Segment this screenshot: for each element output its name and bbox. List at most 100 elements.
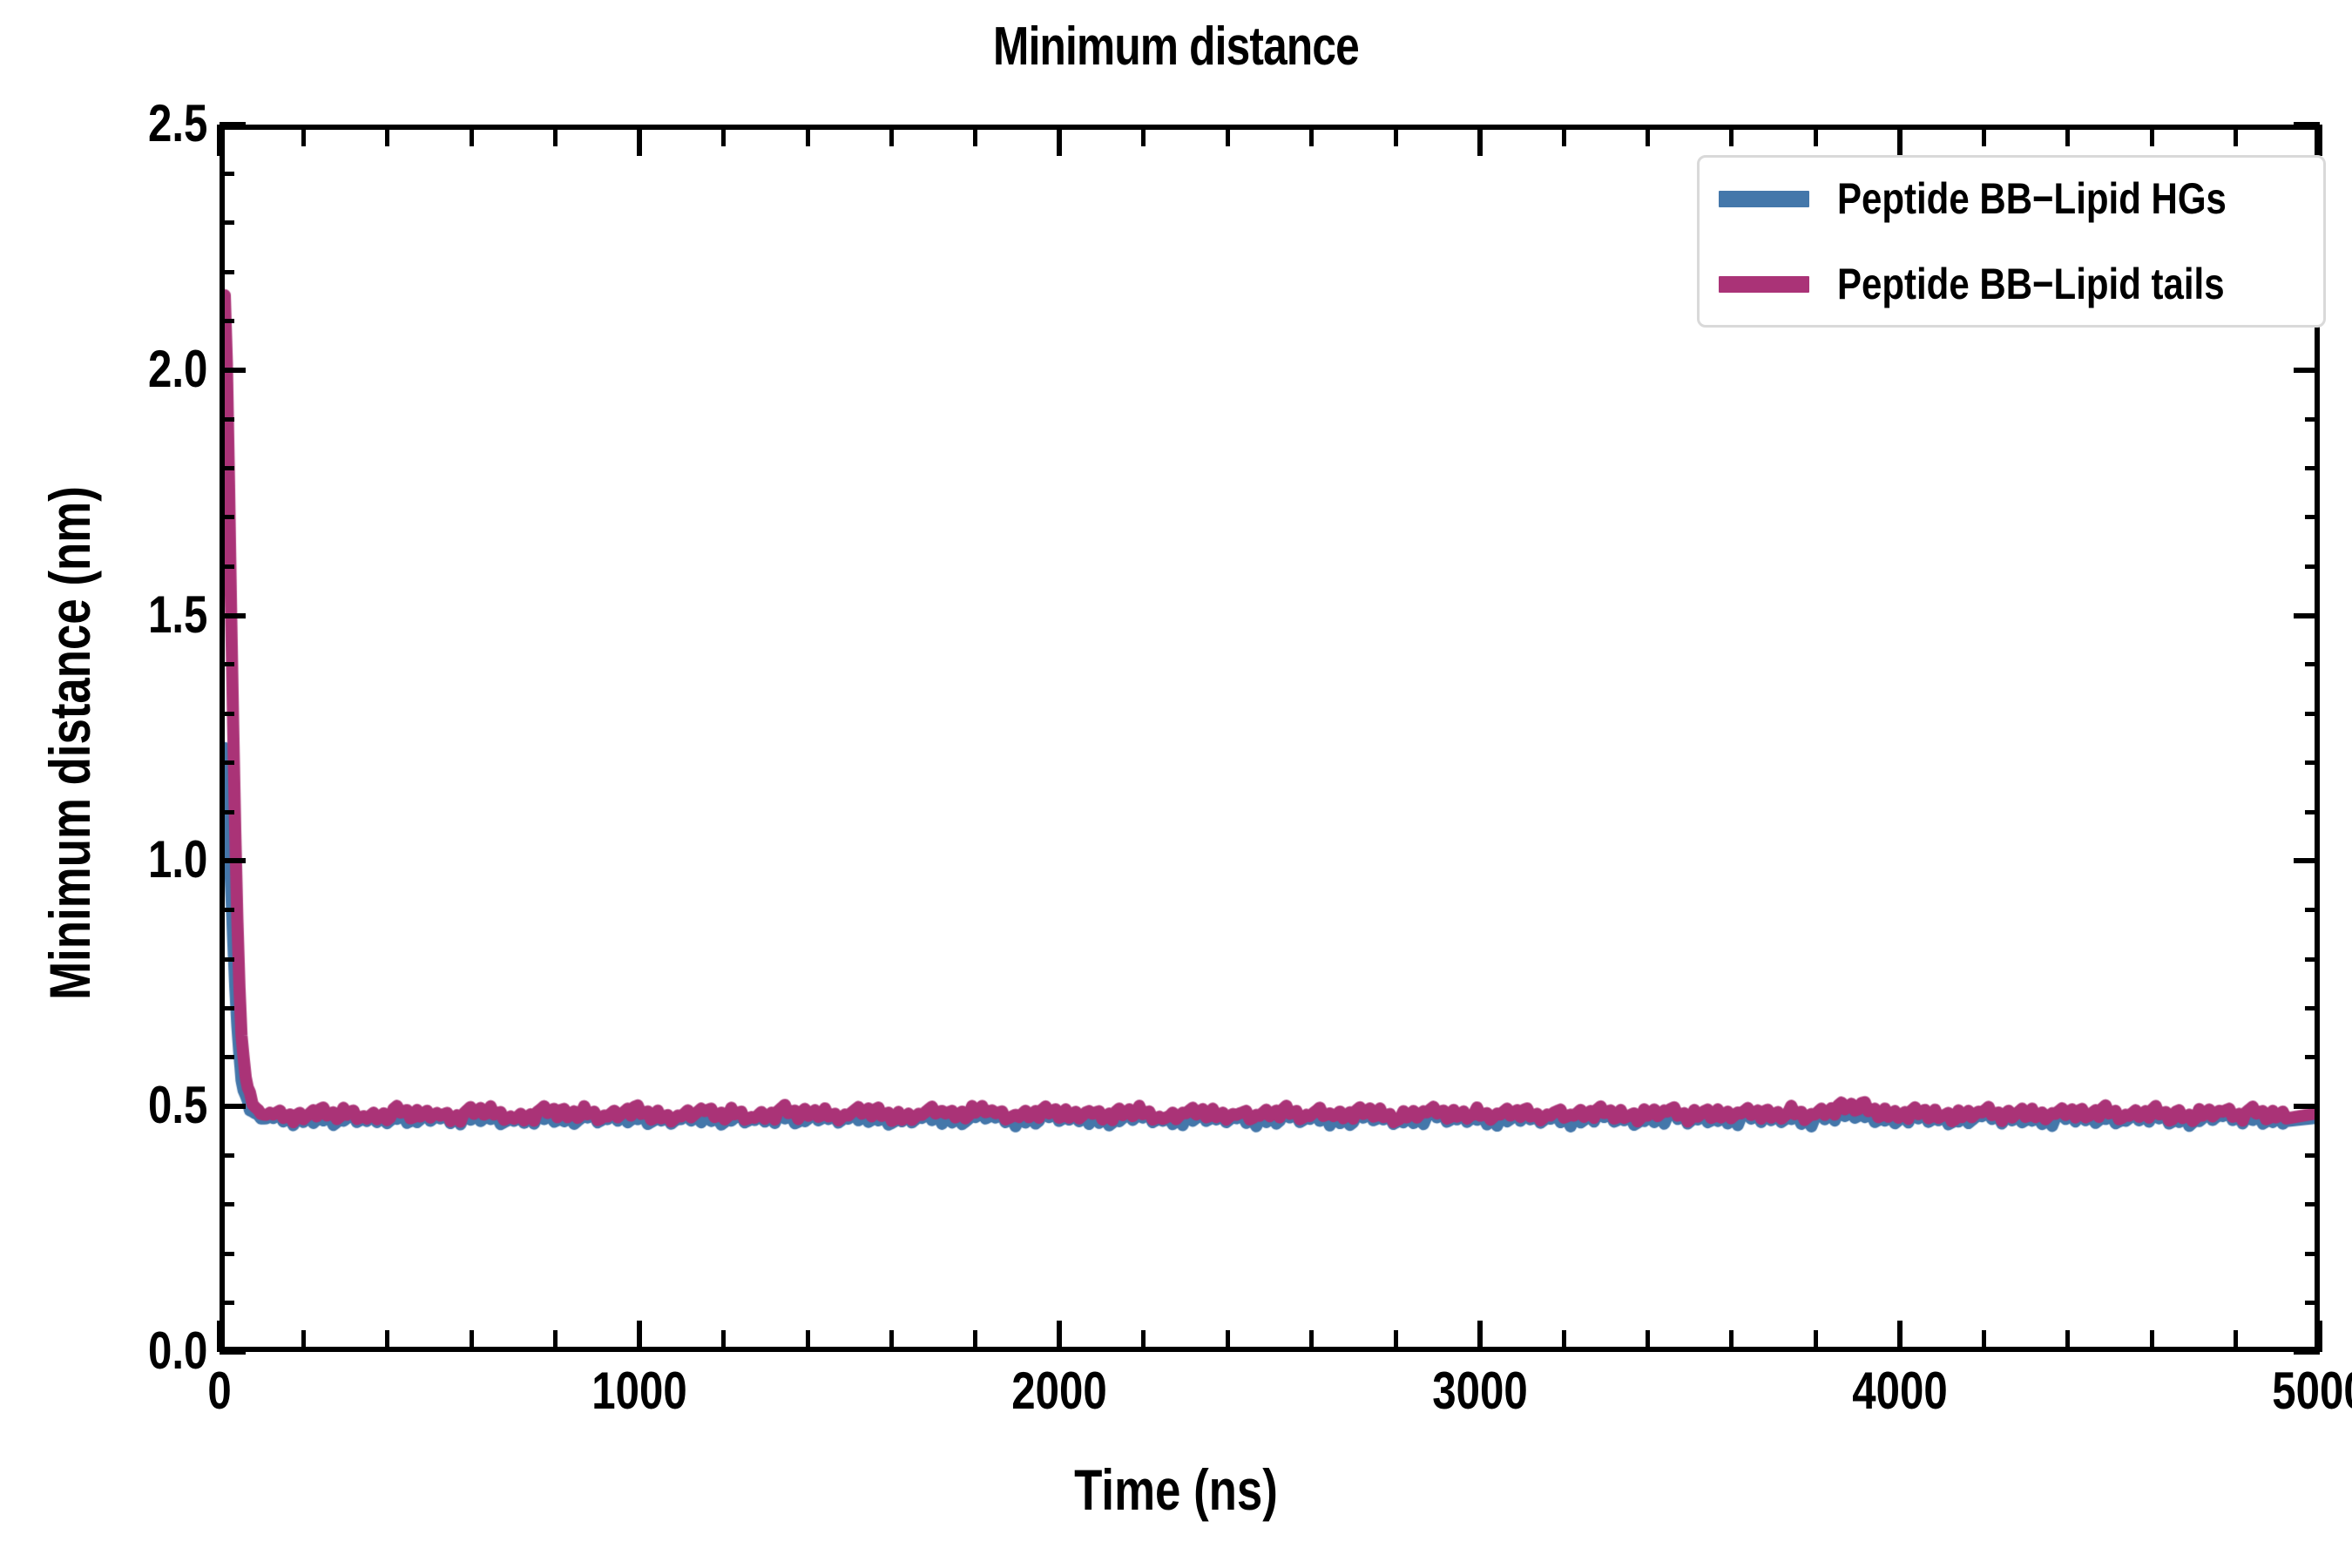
x-axis-minor-tick-top (1981, 125, 1986, 146)
y-axis-minor-tick (220, 220, 234, 226)
y-axis-minor-tick-right (2305, 1055, 2320, 1060)
y-axis-major-tick (220, 612, 246, 618)
y-axis-major-tick-right (2294, 1349, 2320, 1355)
chart-legend[interactable]: Peptide BB−Lipid HGs Peptide BB−Lipid tai… (1697, 155, 2327, 328)
x-axis-minor-tick-top (2149, 125, 2154, 146)
x-axis-minor-tick (385, 1330, 390, 1352)
x-axis-minor-tick-top (1225, 125, 1230, 146)
x-tick-label: 4000 (1852, 1362, 1948, 1420)
x-axis-minor-tick (1813, 1330, 1818, 1352)
x-axis-minor-tick (553, 1330, 558, 1352)
x-axis-minor-tick-top (2234, 125, 2239, 146)
x-axis-major-tick (637, 1321, 643, 1352)
x-tick-label: 1000 (591, 1362, 687, 1420)
x-axis-minor-tick-top (1729, 125, 1734, 146)
y-axis-minor-tick (220, 1153, 234, 1159)
y-axis-minor-tick (220, 908, 234, 913)
y-axis-major-tick-right (2294, 612, 2320, 618)
line-chart-canvas (225, 130, 2315, 1347)
y-axis-minor-tick (220, 515, 234, 520)
y-axis-minor-tick (220, 1005, 234, 1010)
page-title: Minimum distance (993, 17, 1360, 77)
x-axis-minor-tick-top (1561, 125, 1566, 146)
y-axis-minor-tick (220, 466, 234, 471)
legend-color-swatch (1719, 190, 1809, 207)
x-axis-major-tick-top (1057, 125, 1063, 156)
x-axis-minor-tick-top (385, 125, 390, 146)
y-axis-minor-tick-right (2305, 1153, 2320, 1159)
x-axis-minor-tick (1729, 1330, 1734, 1352)
x-axis-minor-tick (973, 1330, 978, 1352)
x-axis-minor-tick (2234, 1330, 2239, 1352)
x-axis-minor-tick (1981, 1330, 1986, 1352)
x-axis-minor-tick-top (2065, 125, 2071, 146)
x-tick-label: 0 (207, 1362, 232, 1420)
x-axis-minor-tick-top (1645, 125, 1650, 146)
x-axis-major-tick-top (1896, 125, 1903, 156)
y-axis-minor-tick-right (2305, 1301, 2320, 1306)
x-axis-minor-tick-top (973, 125, 978, 146)
y-tick-label: 0.5 (147, 1076, 207, 1135)
x-axis-major-tick (2317, 1321, 2322, 1352)
y-axis-minor-tick (220, 662, 234, 667)
y-axis-minor-tick (220, 809, 234, 814)
x-axis-minor-tick (805, 1330, 810, 1352)
x-axis-major-tick (1057, 1321, 1063, 1352)
x-axis-minor-tick-top (889, 125, 895, 146)
y-axis-minor-tick-right (2305, 908, 2320, 913)
y-axis-minor-tick (220, 760, 234, 766)
y-axis-minor-tick (220, 269, 234, 274)
x-axis-minor-tick (1141, 1330, 1146, 1352)
y-axis-minor-tick (220, 318, 234, 323)
x-axis-minor-tick (2065, 1330, 2071, 1352)
legend-entry[interactable]: Peptide BB−Lipid HGs (1719, 177, 2301, 220)
y-axis-minor-tick (220, 1251, 234, 1256)
y-axis-minor-tick-right (2305, 1202, 2320, 1207)
y-axis-minor-tick-right (2305, 416, 2320, 422)
y-axis-major-tick-right (2294, 1104, 2320, 1110)
y-axis-minor-tick-right (2305, 515, 2320, 520)
y-axis-minor-tick (220, 1202, 234, 1207)
x-axis-major-tick (217, 1321, 222, 1352)
y-axis-major-tick-right (2294, 122, 2320, 127)
y-axis-minor-tick (220, 1055, 234, 1060)
y-axis-label: Minimum distance (nm) (37, 486, 102, 1000)
x-axis-minor-tick-top (469, 125, 474, 146)
legend-label: Peptide BB−Lipid HGs (1837, 174, 2227, 223)
x-axis-minor-tick (2149, 1330, 2154, 1352)
x-axis-minor-tick (1561, 1330, 1566, 1352)
x-axis-major-tick-top (2317, 125, 2322, 156)
y-axis-minor-tick-right (2305, 760, 2320, 766)
y-axis-minor-tick (220, 416, 234, 422)
y-axis-minor-tick-right (2305, 809, 2320, 814)
x-axis-minor-tick (1645, 1330, 1650, 1352)
x-axis-major-tick (1477, 1321, 1483, 1352)
x-axis-minor-tick-top (805, 125, 810, 146)
y-tick-label: 1.0 (147, 830, 207, 889)
y-tick-label: 1.5 (147, 585, 207, 644)
y-axis-major-tick (220, 858, 246, 864)
y-axis-minor-tick-right (2305, 466, 2320, 471)
y-axis-minor-tick-right (2305, 662, 2320, 667)
legend-entry[interactable]: Peptide BB−Lipid tails (1719, 262, 2301, 306)
x-axis-minor-tick-top (1813, 125, 1818, 146)
y-axis-label-wrap: Minimum distance (nm) (0, 0, 105, 1568)
y-axis-major-tick-right (2294, 367, 2320, 373)
x-axis-major-tick (1896, 1321, 1903, 1352)
x-tick-label: 5000 (2272, 1362, 2352, 1420)
x-axis-minor-tick-top (1309, 125, 1315, 146)
y-axis-major-tick-right (2294, 858, 2320, 864)
y-axis-major-tick (220, 1104, 246, 1110)
x-axis-major-tick-top (1477, 125, 1483, 156)
y-axis-minor-tick-right (2305, 1251, 2320, 1256)
y-axis-minor-tick-right (2305, 956, 2320, 962)
y-tick-label: 0.0 (147, 1321, 207, 1380)
x-axis-minor-tick (721, 1330, 727, 1352)
x-axis-minor-tick (301, 1330, 306, 1352)
x-axis-major-tick-top (637, 125, 643, 156)
y-axis-major-tick (220, 122, 246, 127)
x-axis-minor-tick-top (1141, 125, 1146, 146)
y-tick-label: 2.0 (147, 339, 207, 398)
y-axis-minor-tick (220, 956, 234, 962)
